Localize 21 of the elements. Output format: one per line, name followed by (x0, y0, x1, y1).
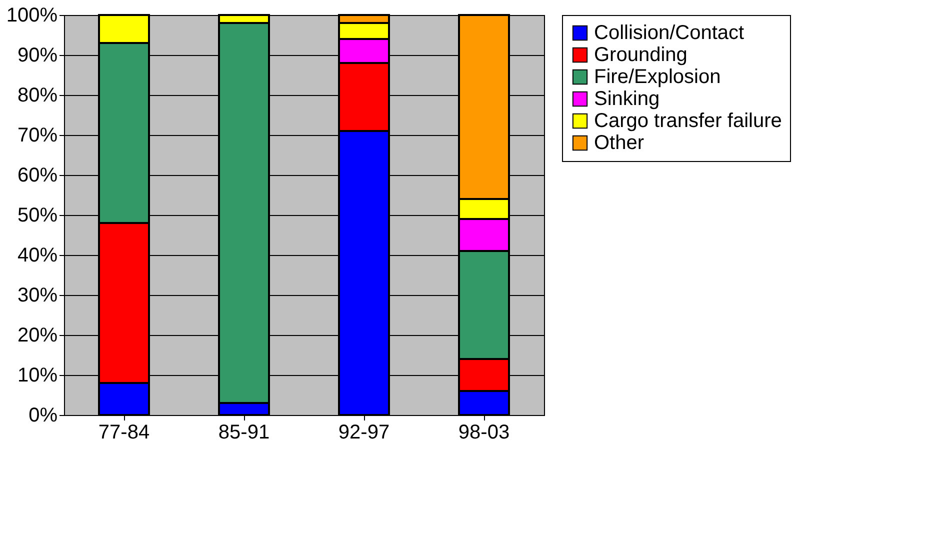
y-tick-label: 30% (17, 284, 58, 306)
legend-label: Grounding (594, 44, 688, 66)
legend-label: Cargo transfer failure (594, 110, 782, 132)
x-tick-label: 92-97 (338, 422, 390, 444)
y-tick-label: 0% (28, 404, 58, 426)
legend-label: Collision/Contact (594, 22, 745, 44)
x-tick-label: 85-91 (218, 422, 270, 444)
y-tick-label: 60% (17, 164, 58, 186)
x-tick-label: 98-03 (458, 422, 510, 444)
y-tick-label: 90% (17, 44, 58, 66)
legend-label: Sinking (594, 88, 660, 110)
y-tick-label: 50% (17, 204, 58, 226)
legend-label: Other (594, 132, 644, 154)
y-tick-label: 10% (17, 364, 58, 386)
x-tick-label: 77-84 (98, 422, 150, 444)
y-tick-label: 80% (17, 84, 58, 106)
y-tick-label: 70% (17, 124, 58, 146)
y-tick-label: 40% (17, 244, 58, 266)
y-tick-label: 100% (6, 4, 58, 26)
legend-label: Fire/Explosion (594, 66, 721, 88)
y-tick-label: 20% (17, 324, 58, 346)
